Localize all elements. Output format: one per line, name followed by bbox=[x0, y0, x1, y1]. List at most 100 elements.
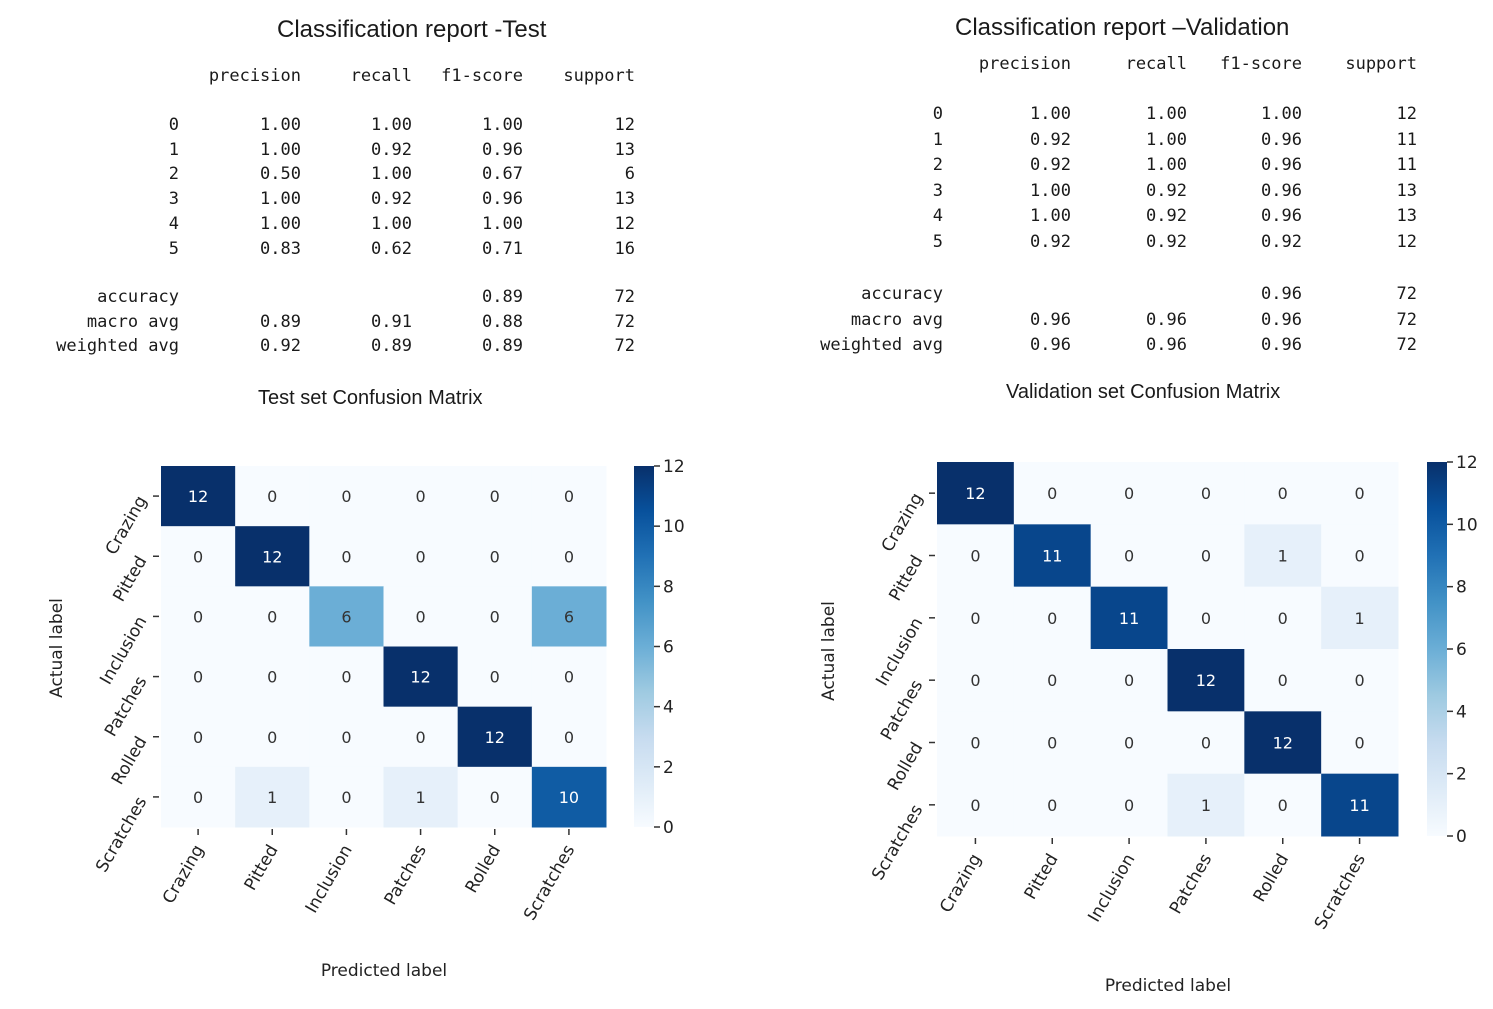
report-row-value: 0.96 bbox=[482, 189, 523, 210]
colorbar-tick-label: 8 bbox=[1456, 578, 1467, 598]
heatmap-cell-label: 6 bbox=[341, 607, 351, 626]
report-row-value: 0.96 bbox=[1261, 206, 1302, 226]
report-row-value: 1.00 bbox=[260, 115, 301, 135]
heatmap-cell bbox=[531, 466, 607, 527]
report-row-value: 0.92 bbox=[371, 139, 412, 160]
heatmap-cell-label: 0 bbox=[1278, 796, 1288, 815]
heatmap-cell bbox=[161, 466, 236, 527]
heatmap-cell-label: 0 bbox=[1047, 484, 1057, 503]
x-tick-label: Crazing bbox=[936, 851, 986, 917]
report-row-label: 4 bbox=[932, 206, 943, 226]
heatmap-cell bbox=[1321, 649, 1399, 712]
heatmap-cell-label: 0 bbox=[1278, 484, 1288, 503]
y-tick-label: Rolled bbox=[108, 733, 151, 788]
report-row-value: 13 bbox=[614, 139, 635, 160]
heatmap-cell bbox=[1167, 462, 1245, 525]
heatmap-cell-label: 0 bbox=[564, 547, 574, 566]
report-summary-label: weighted avg bbox=[56, 336, 179, 357]
report-row-value: 0.62 bbox=[371, 238, 412, 259]
heatmap-cell-label: 0 bbox=[415, 728, 425, 747]
heatmap-cell bbox=[235, 526, 310, 587]
y-tick-label: Rolled bbox=[884, 739, 927, 794]
heatmap-cell bbox=[531, 646, 607, 708]
x-tick-label: Scratches bbox=[1311, 850, 1370, 933]
heatmap-cell-label: 0 bbox=[341, 487, 351, 506]
heatmap-cell bbox=[383, 586, 459, 647]
report-summary-value: 0.96 bbox=[1261, 284, 1302, 304]
x-tick-label: Inclusion bbox=[1084, 851, 1139, 926]
report-row-value: 1.00 bbox=[1030, 180, 1071, 201]
report-row-value: 0.71 bbox=[482, 238, 523, 259]
heatmap-cell bbox=[1167, 524, 1245, 588]
heatmap-cell-label: 0 bbox=[490, 607, 500, 626]
heatmap-cell bbox=[235, 646, 310, 708]
report-summary-value: 0.91 bbox=[371, 311, 412, 332]
report-row-value: 1.00 bbox=[371, 213, 412, 234]
x-tick-label: Pitted bbox=[1021, 851, 1063, 904]
heatmap-cell-label: 0 bbox=[490, 668, 500, 687]
heatmap-cell bbox=[309, 646, 384, 708]
heatmap-cell bbox=[937, 462, 1015, 525]
report-summary-value: 0.96 bbox=[1030, 309, 1071, 330]
heatmap-cell bbox=[309, 706, 384, 768]
heatmap-cell-label: 0 bbox=[415, 487, 425, 506]
report-row-value: 0.92 bbox=[1030, 231, 1071, 252]
heatmap-cell-label: 0 bbox=[564, 668, 574, 687]
heatmap-cell bbox=[1013, 586, 1092, 650]
heatmap-cell-label: 0 bbox=[1354, 484, 1364, 503]
heatmap-cell-label: 0 bbox=[267, 668, 277, 687]
heatmap-cell bbox=[1090, 586, 1168, 650]
y-axis-label: Actual label bbox=[819, 601, 839, 701]
heatmap-cell-label: 1 bbox=[1201, 796, 1211, 815]
report-row-value: 1.00 bbox=[260, 139, 301, 160]
heatmap-cell-label: 12 bbox=[1273, 734, 1293, 753]
heatmap-cell-label: 0 bbox=[1201, 484, 1211, 503]
heatmap-cell-label: 0 bbox=[267, 487, 277, 506]
report-row-value: 13 bbox=[1396, 180, 1417, 201]
heatmap-cell bbox=[937, 711, 1015, 775]
heatmap-cell-label: 0 bbox=[1201, 547, 1211, 566]
heatmap-cell-label: 0 bbox=[970, 734, 980, 753]
heatmap-cell-label: 0 bbox=[1047, 734, 1057, 753]
report-summary-value: 0.89 bbox=[482, 336, 523, 357]
report-row-value: 6 bbox=[624, 164, 635, 185]
report-row-label: 1 bbox=[932, 129, 943, 150]
heatmap-cell-label: 0 bbox=[1124, 671, 1134, 690]
heatmap-cell-label: 0 bbox=[564, 487, 574, 506]
heatmap-cell bbox=[383, 766, 459, 828]
heatmap-cell bbox=[1244, 773, 1322, 837]
x-axis-label: Predicted label bbox=[321, 961, 447, 981]
heatmap-cell-label: 0 bbox=[193, 788, 203, 807]
report-row-value: 1.00 bbox=[1146, 155, 1187, 175]
heatmap-cell bbox=[1321, 524, 1399, 588]
report-summary-value: 0.96 bbox=[1146, 309, 1187, 330]
heatmap-cell-label: 0 bbox=[970, 547, 980, 566]
report-summary-value: 72 bbox=[1396, 335, 1417, 355]
heatmap-cell bbox=[937, 773, 1015, 837]
x-tick-label: Pitted bbox=[241, 842, 283, 895]
x-tick-label: Patches bbox=[1166, 850, 1216, 917]
heatmap-cell bbox=[309, 766, 384, 828]
heatmap-cell-label: 10 bbox=[559, 788, 579, 807]
report-summary-value: 72 bbox=[1396, 284, 1417, 304]
report-row-label: 1 bbox=[168, 139, 179, 160]
heatmap-cell-label: 0 bbox=[415, 607, 425, 626]
report-row-value: 0.92 bbox=[1030, 129, 1071, 150]
colorbar-tick-label: 0 bbox=[663, 818, 674, 838]
colorbar-tick-label: 12 bbox=[663, 457, 685, 477]
heatmap-cell-label: 0 bbox=[341, 728, 351, 747]
heatmap-cell-label: 0 bbox=[341, 668, 351, 687]
heatmap-cell-label: 0 bbox=[970, 609, 980, 628]
heatmap-cell-label: 0 bbox=[970, 671, 980, 690]
test-confusion-matrix-title: Test set Confusion Matrix bbox=[258, 387, 483, 409]
heatmap-cell bbox=[309, 466, 384, 527]
heatmap-cell-label: 12 bbox=[410, 668, 430, 687]
heatmap-cell bbox=[309, 586, 384, 647]
x-tick-label: Rolled bbox=[462, 842, 505, 897]
report-row-label: 4 bbox=[168, 213, 179, 234]
heatmap-cell bbox=[457, 646, 533, 708]
heatmap-cell-label: 1 bbox=[415, 788, 425, 807]
heatmap-cell bbox=[161, 706, 236, 768]
heatmap-cell-label: 0 bbox=[193, 547, 203, 566]
report-row-value: 0.96 bbox=[1261, 129, 1302, 150]
